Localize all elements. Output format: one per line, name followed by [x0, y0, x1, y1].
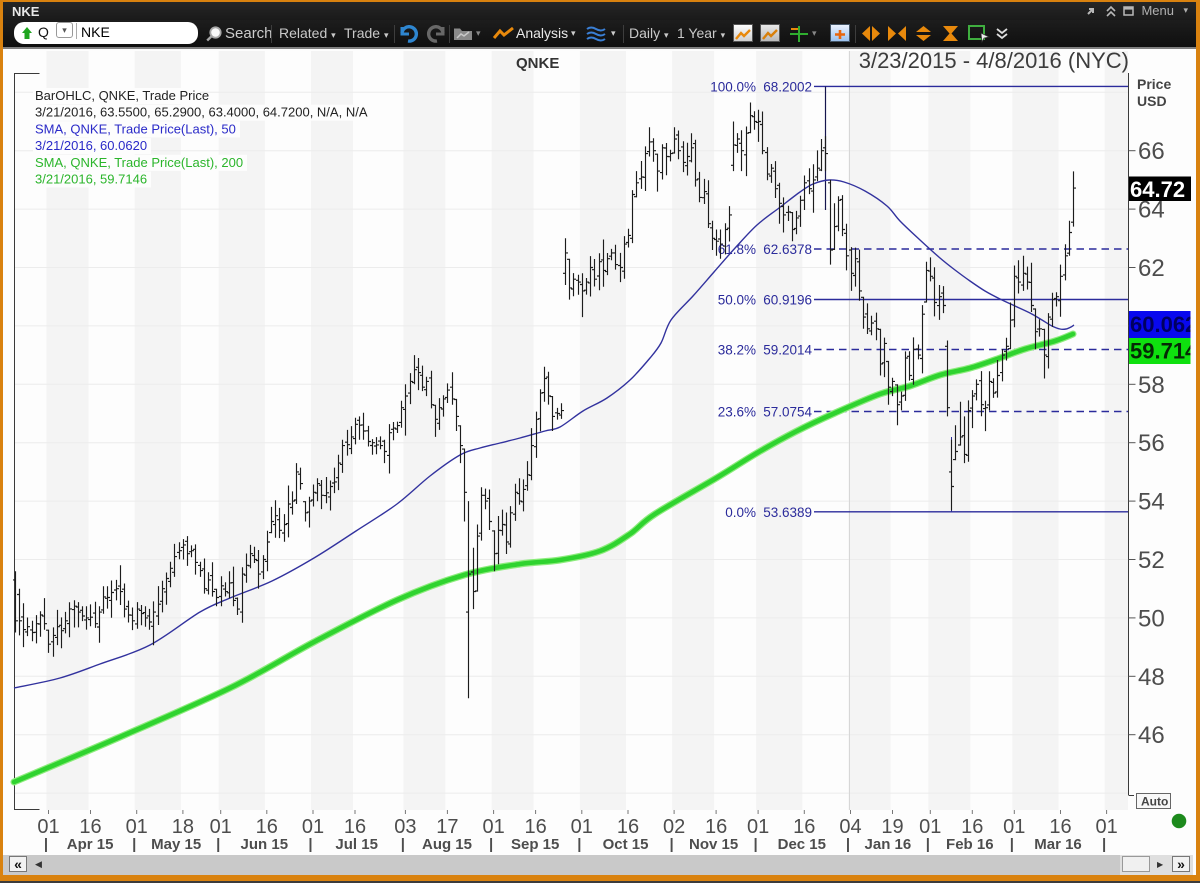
svg-text:|: | — [44, 836, 48, 853]
svg-text:Sep 15: Sep 15 — [511, 836, 559, 853]
svg-text:|: | — [1102, 836, 1106, 853]
svg-text:3/21/2016, 59.7146: 3/21/2016, 59.7146 — [35, 172, 147, 187]
svg-text:01: 01 — [919, 816, 941, 838]
svg-text:Feb 16: Feb 16 — [946, 836, 994, 853]
svg-text:64.72: 64.72 — [1130, 177, 1185, 202]
svg-text:01: 01 — [1003, 816, 1025, 838]
svg-text:03: 03 — [394, 816, 416, 838]
svg-text:3/21/2016, 63.5500, 65.2900, 6: 3/21/2016, 63.5500, 65.2900, 63.4000, 64… — [35, 105, 368, 120]
svg-text:QNKE: QNKE — [516, 55, 559, 72]
svg-text:62.6378: 62.6378 — [763, 242, 812, 257]
svg-text:Price: Price — [1137, 76, 1171, 92]
svg-text:23.6%: 23.6% — [718, 405, 756, 420]
svg-text:3/23/2015 - 4/8/2016 (NYC): 3/23/2015 - 4/8/2016 (NYC) — [859, 49, 1129, 73]
svg-text:60.9196: 60.9196 — [763, 293, 812, 308]
svg-text:16: 16 — [961, 816, 983, 838]
svg-text:|: | — [926, 836, 930, 853]
svg-text:Oct 15: Oct 15 — [603, 836, 649, 853]
svg-text:0.0%: 0.0% — [725, 505, 756, 520]
svg-text:|: | — [753, 836, 757, 853]
svg-text:46: 46 — [1138, 722, 1165, 749]
svg-text:66: 66 — [1138, 138, 1165, 165]
svg-text:|: | — [132, 836, 136, 853]
svg-text:BarOHLC, QNKE, Trade Price: BarOHLC, QNKE, Trade Price — [35, 88, 209, 103]
svg-text:18: 18 — [172, 816, 194, 838]
svg-text:57.0754: 57.0754 — [763, 405, 812, 420]
svg-text:56: 56 — [1138, 430, 1165, 457]
svg-text:Jul 15: Jul 15 — [335, 836, 378, 853]
svg-text:|: | — [577, 836, 581, 853]
svg-text:16: 16 — [256, 816, 278, 838]
svg-text:59.7146: 59.7146 — [1130, 339, 1196, 364]
svg-text:01: 01 — [37, 816, 59, 838]
svg-text:16: 16 — [344, 816, 366, 838]
svg-text:3/21/2016, 60.0620: 3/21/2016, 60.0620 — [35, 138, 147, 153]
svg-text:16: 16 — [79, 816, 101, 838]
svg-text:SMA, QNKE, Trade Price(Last),: SMA, QNKE, Trade Price(Last), 50 — [35, 121, 236, 136]
svg-text:02: 02 — [663, 816, 685, 838]
svg-text:USD: USD — [1137, 93, 1167, 109]
svg-text:17: 17 — [436, 816, 458, 838]
svg-text:68.2002: 68.2002 — [763, 79, 812, 94]
svg-text:May 15: May 15 — [151, 836, 201, 853]
svg-text:16: 16 — [1049, 816, 1071, 838]
svg-text:01: 01 — [747, 816, 769, 838]
svg-text:61.8%: 61.8% — [718, 242, 756, 257]
svg-text:SMA, QNKE, Trade Price(Last),: SMA, QNKE, Trade Price(Last), 200 — [35, 155, 243, 170]
svg-text:|: | — [489, 836, 493, 853]
svg-text:|: | — [669, 836, 673, 853]
svg-text:01: 01 — [126, 816, 148, 838]
svg-text:62: 62 — [1138, 255, 1165, 282]
svg-text:64: 64 — [1138, 197, 1165, 224]
svg-text:58: 58 — [1138, 372, 1165, 399]
svg-text:04: 04 — [839, 816, 861, 838]
svg-text:54: 54 — [1138, 489, 1165, 516]
svg-text:Mar 16: Mar 16 — [1034, 836, 1082, 853]
svg-text:Aug 15: Aug 15 — [422, 836, 472, 853]
svg-text:Jun 15: Jun 15 — [241, 836, 289, 853]
svg-text:48: 48 — [1138, 664, 1165, 691]
svg-text:Nov 15: Nov 15 — [689, 836, 738, 853]
svg-text:19: 19 — [881, 816, 903, 838]
svg-text:50: 50 — [1138, 605, 1165, 632]
svg-text:01: 01 — [302, 816, 324, 838]
svg-text:16: 16 — [524, 816, 546, 838]
svg-text:|: | — [308, 836, 312, 853]
svg-text:|: | — [1010, 836, 1014, 853]
svg-text:|: | — [846, 836, 850, 853]
svg-text:01: 01 — [482, 816, 504, 838]
svg-text:|: | — [401, 836, 405, 853]
svg-text:100.0%: 100.0% — [710, 79, 756, 94]
svg-text:Jan 16: Jan 16 — [865, 836, 912, 853]
svg-text:52: 52 — [1138, 547, 1165, 574]
svg-text:01: 01 — [571, 816, 593, 838]
svg-text:16: 16 — [705, 816, 727, 838]
svg-text:01: 01 — [210, 816, 232, 838]
svg-text:16: 16 — [617, 816, 639, 838]
svg-text:53.6389: 53.6389 — [763, 505, 812, 520]
svg-text:01: 01 — [1095, 816, 1117, 838]
svg-text:Dec 15: Dec 15 — [778, 836, 826, 853]
svg-text:Apr 15: Apr 15 — [67, 836, 114, 853]
svg-text:Auto: Auto — [1141, 795, 1168, 809]
svg-text:16: 16 — [793, 816, 815, 838]
svg-text:|: | — [216, 836, 220, 853]
svg-text:38.2%: 38.2% — [718, 343, 756, 358]
svg-text:59.2014: 59.2014 — [763, 343, 812, 358]
svg-text:50.0%: 50.0% — [718, 293, 756, 308]
svg-text:60.0620: 60.0620 — [1130, 312, 1196, 337]
